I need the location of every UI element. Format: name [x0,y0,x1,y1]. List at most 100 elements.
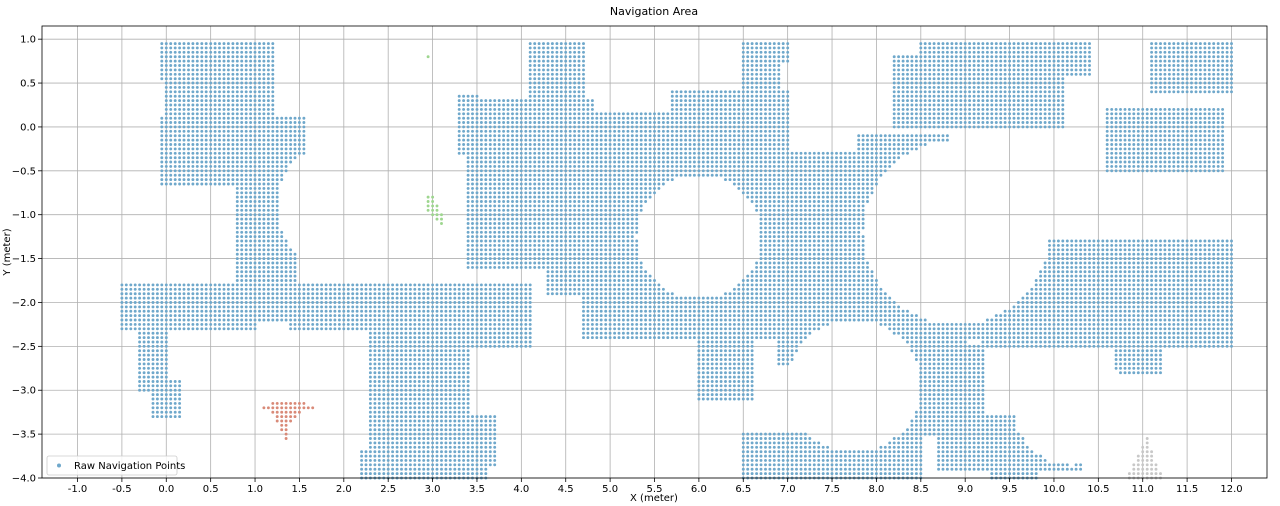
data-point [599,178,603,182]
data-point [368,397,372,401]
data-point [533,50,537,54]
data-point [164,138,168,142]
data-point [271,99,275,103]
data-point [249,112,253,116]
data-point [413,305,417,309]
data-point [377,401,381,405]
data-point [368,419,372,423]
data-point [191,169,195,173]
data-point [559,213,563,217]
data-point [479,186,483,190]
data-point [400,380,403,383]
data-point [519,138,523,142]
data-point [559,46,563,50]
data-point [244,103,248,107]
data-point [599,301,603,304]
data-point [275,134,279,138]
data-point [404,384,408,388]
data-point [244,252,248,256]
data-point [147,366,150,370]
data-point [440,305,443,309]
data-point [484,213,488,217]
data-point [231,169,235,173]
data-point [258,72,261,76]
data-point [187,90,190,94]
data-point [266,160,270,164]
data-point [386,301,390,304]
data-point [262,134,266,138]
data-point [368,428,372,432]
data-point [493,107,497,111]
data-point [151,401,155,405]
data-point [417,423,421,427]
data-point [235,160,239,164]
data-point [542,178,545,182]
data-point [293,265,297,269]
data-point [550,99,554,103]
data-point [471,200,474,203]
data-point [533,129,537,133]
data-point [377,314,381,318]
data-point [426,397,430,401]
data-point [608,261,612,265]
data-point [173,50,177,54]
data-point [599,336,603,340]
data-point [395,450,399,454]
data-point [147,327,150,331]
data-point [471,445,474,449]
data-point [213,169,217,173]
data-point [351,301,355,304]
data-point [373,401,377,405]
data-point [382,406,386,410]
data-point [608,208,612,212]
data-point [147,380,150,383]
data-point [550,81,554,85]
data-point [284,257,288,261]
data-point [582,46,585,50]
data-point [191,72,195,76]
data-point [377,397,381,401]
data-point [382,454,386,458]
data-point [484,283,488,287]
data-point [173,182,177,186]
data-point [213,46,217,50]
data-point [422,344,426,348]
data-point [382,353,386,357]
data-point [360,296,364,300]
data-point [178,318,182,322]
data-point [484,103,488,107]
data-point [564,230,568,234]
data-point [275,147,279,151]
data-point [368,366,372,370]
data-point [426,445,430,449]
data-point [182,68,186,72]
data-point [568,208,572,212]
data-point [368,296,372,300]
data-point [466,292,470,296]
data-point [479,327,483,331]
data-point [404,463,408,467]
data-point [519,305,523,309]
data-point [590,217,594,221]
data-point [582,265,585,269]
data-point [173,309,177,313]
data-point [235,134,239,138]
data-point [382,401,386,405]
data-point [262,147,266,151]
data-point [422,349,426,353]
data-point [142,375,146,379]
data-point [528,107,532,111]
data-point [266,50,270,54]
data-point [244,222,248,225]
data-point [200,90,204,94]
data-point [222,42,226,46]
data-point [422,419,426,423]
data-point [559,191,563,195]
data-point [564,195,568,199]
data-point [187,134,190,138]
data-point [515,318,519,322]
data-point [195,156,199,160]
data-point [231,55,235,59]
data-point [342,314,346,318]
data-point [209,173,213,177]
